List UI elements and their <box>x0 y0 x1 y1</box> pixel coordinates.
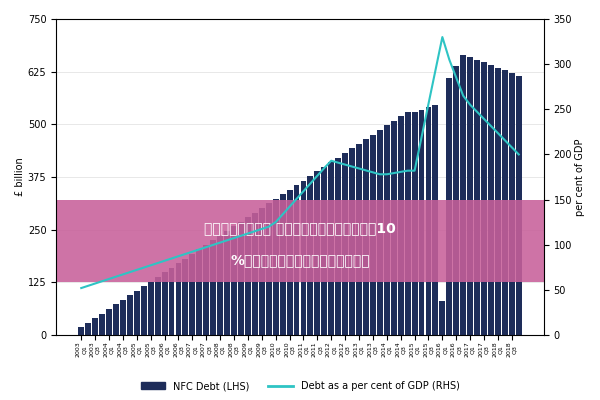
Bar <box>155 277 161 335</box>
Text: %，更便宜的车型能拯救特斯拉吗？: %，更便宜的车型能拯救特斯拉吗？ <box>230 253 370 267</box>
Bar <box>161 272 167 335</box>
Bar <box>377 130 383 335</box>
Bar <box>391 121 397 335</box>
Bar <box>280 194 286 335</box>
Bar <box>127 295 133 335</box>
Bar <box>481 62 487 335</box>
Bar <box>363 139 369 335</box>
Bar <box>356 144 362 335</box>
Bar <box>502 70 508 335</box>
Bar <box>322 167 327 335</box>
Bar <box>488 65 494 335</box>
Bar <box>78 328 84 335</box>
Bar <box>307 176 313 335</box>
Y-axis label: £ billion: £ billion <box>15 158 25 196</box>
Bar <box>259 208 265 335</box>
FancyBboxPatch shape <box>56 200 544 282</box>
Bar <box>433 105 439 335</box>
Bar <box>141 286 146 335</box>
Bar <box>217 236 223 335</box>
Bar <box>328 162 334 335</box>
Bar <box>460 55 466 335</box>
Bar <box>85 323 91 335</box>
Bar <box>169 268 175 335</box>
Bar <box>266 204 272 335</box>
Bar <box>273 199 278 335</box>
Bar <box>245 217 251 335</box>
Bar <box>148 282 154 335</box>
Bar <box>516 76 522 335</box>
Bar <box>425 108 431 335</box>
Bar <box>509 73 515 335</box>
Bar <box>113 304 119 335</box>
Bar <box>238 222 244 335</box>
Bar <box>120 300 126 335</box>
Bar <box>203 245 209 335</box>
Bar <box>92 318 98 335</box>
Bar <box>398 116 404 335</box>
Bar <box>314 171 320 335</box>
Bar <box>419 110 424 335</box>
Bar <box>412 112 418 335</box>
Bar <box>134 291 140 335</box>
Bar <box>287 190 293 335</box>
Bar <box>474 60 480 335</box>
Bar <box>231 226 237 335</box>
Y-axis label: per cent of GDP: per cent of GDP <box>575 138 585 216</box>
Bar <box>439 301 445 335</box>
Bar <box>370 135 376 335</box>
Bar <box>196 249 202 335</box>
Bar <box>99 314 105 335</box>
Text: 按天配资赚钱秘籍 一季度财报惨淡、全球裁员10: 按天配资赚钱秘籍 一季度财报惨淡、全球裁员10 <box>204 222 396 236</box>
Bar <box>384 126 390 335</box>
Bar <box>252 213 258 335</box>
Bar <box>210 240 216 335</box>
Bar <box>335 158 341 335</box>
Bar <box>182 258 188 335</box>
Bar <box>404 112 410 335</box>
Bar <box>190 254 196 335</box>
Bar <box>446 78 452 335</box>
Legend: NFC Debt (LHS), Debt as a per cent of GDP (RHS): NFC Debt (LHS), Debt as a per cent of GD… <box>137 377 463 395</box>
Bar <box>293 185 299 335</box>
Bar <box>349 148 355 335</box>
Bar <box>467 57 473 335</box>
Bar <box>106 309 112 335</box>
Bar <box>495 68 501 335</box>
Bar <box>454 66 459 335</box>
Bar <box>342 153 348 335</box>
Bar <box>176 263 181 335</box>
Bar <box>301 180 307 335</box>
Bar <box>224 231 230 335</box>
